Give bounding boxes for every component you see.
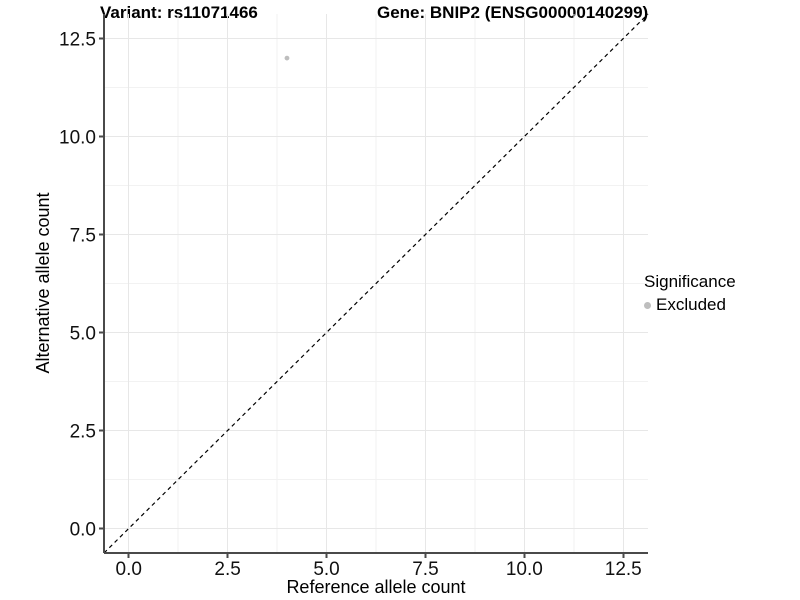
x-tick-label: 7.5 xyxy=(412,559,438,580)
legend-items: Excluded xyxy=(644,295,736,315)
y-tick-label: 2.5 xyxy=(70,422,96,443)
x-tick-label: 5.0 xyxy=(313,559,339,580)
plot-title-variant: Variant: rs11071466 xyxy=(100,3,258,22)
legend: Significance Excluded xyxy=(644,271,736,315)
y-axis-title: Alternative allele count xyxy=(33,192,53,374)
x-tick-label: 10.0 xyxy=(506,559,543,580)
y-tick-label: 12.5 xyxy=(59,30,96,51)
identity-line xyxy=(103,13,649,554)
x-tick-label: 2.5 xyxy=(214,559,240,580)
plot-title-gene: Gene: BNIP2 (ENSG00000140299) xyxy=(377,3,649,22)
x-tick-label: 12.5 xyxy=(605,559,642,580)
legend-item: Excluded xyxy=(644,295,736,315)
y-tick-label: 7.5 xyxy=(70,226,96,247)
y-tick-label: 10.0 xyxy=(59,128,96,149)
data-point xyxy=(284,55,290,61)
x-tick-label: 0.0 xyxy=(116,559,142,580)
legend-key-dot-icon xyxy=(644,301,651,309)
legend-item-label: Excluded xyxy=(656,295,726,314)
x-axis-title: Reference allele count xyxy=(286,577,466,597)
y-tick-label: 5.0 xyxy=(70,324,96,345)
legend-title: Significance xyxy=(644,272,736,291)
y-tick-label: 0.0 xyxy=(70,520,96,541)
